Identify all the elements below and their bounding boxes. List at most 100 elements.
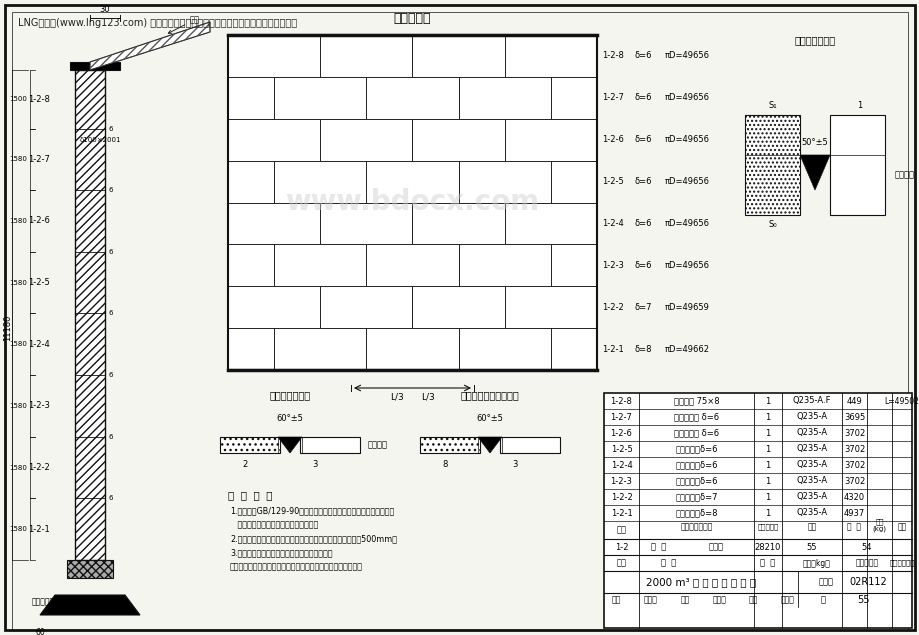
Text: 6: 6 bbox=[108, 311, 113, 316]
Text: S₁: S₁ bbox=[768, 101, 777, 110]
Text: 6: 6 bbox=[108, 187, 113, 193]
Text: 1: 1 bbox=[765, 509, 770, 518]
Text: πD=49656: πD=49656 bbox=[664, 219, 709, 228]
Text: 1: 1 bbox=[765, 396, 770, 406]
Text: 包边角钢 75×8: 包边角钢 75×8 bbox=[673, 396, 719, 406]
Text: 3702: 3702 bbox=[843, 460, 864, 469]
Text: 6: 6 bbox=[108, 434, 113, 439]
Bar bbox=[70, 62, 119, 70]
Text: 1-2: 1-2 bbox=[614, 542, 628, 552]
Bar bbox=[550, 77, 596, 119]
Text: 备注: 备注 bbox=[896, 523, 905, 531]
Text: 1580: 1580 bbox=[9, 403, 27, 409]
Text: 第七层罐壁 δ=6: 第七层罐壁 δ=6 bbox=[674, 413, 719, 422]
Bar bbox=[420, 437, 480, 453]
Text: 1580: 1580 bbox=[9, 156, 27, 163]
Text: 1580: 1580 bbox=[9, 341, 27, 347]
Text: δ=7: δ=7 bbox=[634, 303, 652, 312]
Text: 55: 55 bbox=[806, 542, 816, 552]
Text: L/3: L/3 bbox=[390, 392, 403, 401]
Bar bbox=[366, 328, 459, 370]
Text: 装配图所在页: 装配图所在页 bbox=[889, 559, 913, 566]
Text: 1: 1 bbox=[765, 413, 770, 422]
Text: 1-2-3: 1-2-3 bbox=[601, 261, 623, 270]
Text: 6: 6 bbox=[108, 126, 113, 131]
Text: 包边角锆对接焊缝详图: 包边角锆对接焊缝详图 bbox=[460, 390, 519, 400]
Bar bbox=[320, 203, 412, 244]
Text: 3: 3 bbox=[312, 460, 317, 469]
Text: Q235-A.F: Q235-A.F bbox=[792, 396, 831, 406]
Text: 第一层罐壁δ=8: 第一层罐壁δ=8 bbox=[675, 509, 717, 518]
Bar bbox=[274, 161, 366, 203]
Bar bbox=[459, 328, 550, 370]
Text: 罐壁内侧: 罐壁内侧 bbox=[368, 441, 388, 450]
Text: 1-2-7: 1-2-7 bbox=[28, 155, 50, 164]
Text: 材  料: 材 料 bbox=[759, 559, 775, 568]
Text: 罐底过渡板: 罐底过渡板 bbox=[32, 598, 55, 606]
Text: 1580: 1580 bbox=[9, 465, 27, 471]
Text: 2.各圈罐壁的纵焊缝间距一方向错开三分之一板长，且不小于500mm。: 2.各圈罐壁的纵焊缝间距一方向错开三分之一板长，且不小于500mm。 bbox=[230, 534, 397, 543]
Text: 1: 1 bbox=[857, 101, 862, 110]
Text: 60°±5: 60°±5 bbox=[476, 414, 503, 423]
Text: 60: 60 bbox=[35, 628, 45, 635]
Bar bbox=[550, 244, 596, 286]
Text: πD=49656: πD=49656 bbox=[664, 261, 709, 270]
Text: Q235-A: Q235-A bbox=[796, 444, 827, 453]
Text: www.bdocx.com: www.bdocx.com bbox=[285, 189, 539, 217]
Text: 02R112: 02R112 bbox=[848, 577, 886, 587]
Text: 449: 449 bbox=[845, 396, 861, 406]
Bar bbox=[366, 77, 459, 119]
Text: 1-2-4: 1-2-4 bbox=[601, 219, 623, 228]
Text: 11180: 11180 bbox=[4, 315, 13, 342]
Text: 1-2-3: 1-2-3 bbox=[28, 401, 50, 410]
Text: 1580: 1580 bbox=[9, 218, 27, 224]
Bar bbox=[274, 328, 366, 370]
Bar bbox=[604, 393, 911, 628]
Text: 1-2-4: 1-2-4 bbox=[28, 340, 50, 349]
Text: 本图所在页: 本图所在页 bbox=[855, 559, 878, 568]
Text: πD=49659: πD=49659 bbox=[664, 303, 709, 312]
Text: Q235-A: Q235-A bbox=[796, 493, 827, 502]
Text: 1-2-7: 1-2-7 bbox=[601, 93, 623, 102]
Bar bbox=[67, 560, 113, 578]
Text: Q235-A: Q235-A bbox=[796, 509, 827, 518]
Bar bbox=[366, 161, 459, 203]
Text: 1-2-8: 1-2-8 bbox=[601, 51, 623, 60]
Text: 54: 54 bbox=[861, 542, 871, 552]
Text: 页: 页 bbox=[820, 596, 824, 605]
Bar bbox=[550, 161, 596, 203]
Text: δ=6: δ=6 bbox=[634, 51, 652, 60]
Text: Q235-A: Q235-A bbox=[796, 429, 827, 438]
Bar bbox=[75, 70, 105, 560]
Text: Q235-A: Q235-A bbox=[796, 413, 827, 422]
Bar bbox=[220, 437, 279, 453]
Bar bbox=[412, 119, 505, 161]
Text: 审核: 审核 bbox=[611, 596, 620, 605]
Bar bbox=[829, 115, 884, 215]
Bar bbox=[228, 119, 320, 161]
Bar bbox=[320, 286, 412, 328]
Text: 1500: 1500 bbox=[9, 97, 27, 102]
Text: 28210: 28210 bbox=[754, 542, 780, 552]
Text: 1-2-6: 1-2-6 bbox=[610, 429, 631, 438]
Text: 罐壁板焊缝详图: 罐壁板焊缝详图 bbox=[269, 390, 311, 400]
Text: 30: 30 bbox=[99, 5, 110, 14]
Bar bbox=[228, 286, 320, 328]
Bar bbox=[505, 35, 596, 77]
Text: 8: 8 bbox=[442, 460, 448, 469]
Text: 技  术  要  求: 技 术 要 求 bbox=[228, 490, 272, 500]
Polygon shape bbox=[800, 155, 829, 190]
Text: πD=49662: πD=49662 bbox=[664, 345, 709, 354]
Bar bbox=[320, 119, 412, 161]
Bar bbox=[274, 77, 366, 119]
Text: 标准号或所在页: 标准号或所在页 bbox=[679, 523, 712, 531]
Text: 闵恩和: 闵恩和 bbox=[642, 596, 657, 605]
Bar bbox=[228, 244, 274, 286]
Text: 第二层罐壁δ=7: 第二层罐壁δ=7 bbox=[675, 493, 717, 502]
Text: 第三层罐壁δ=6: 第三层罐壁δ=6 bbox=[675, 476, 717, 486]
Bar bbox=[274, 244, 366, 286]
Text: πD=49656: πD=49656 bbox=[664, 135, 709, 144]
Text: 罐壁展开图: 罐壁展开图 bbox=[393, 12, 431, 25]
Bar bbox=[459, 77, 550, 119]
Text: 周保军: 周保军 bbox=[780, 596, 794, 605]
